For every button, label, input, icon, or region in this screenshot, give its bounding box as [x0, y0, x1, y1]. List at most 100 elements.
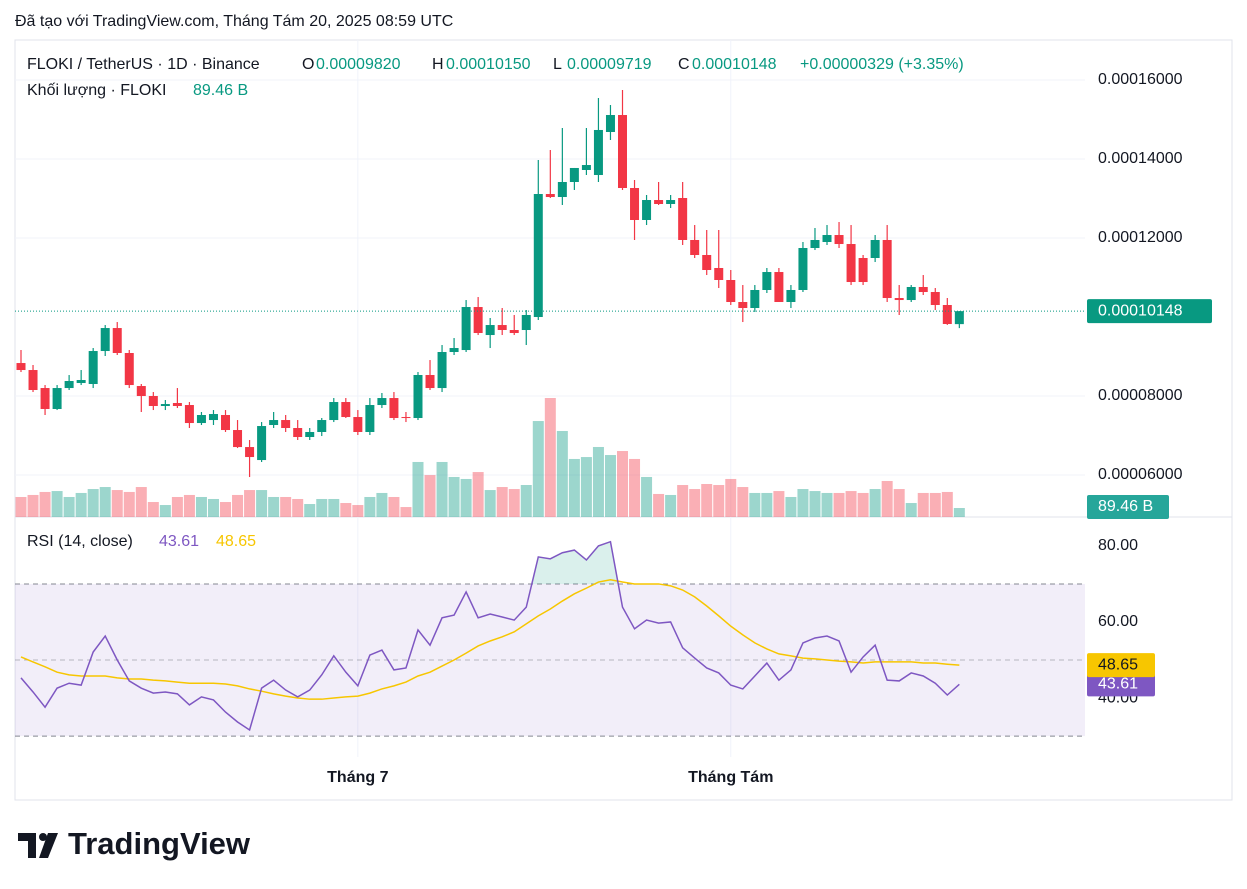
- candle-body: [245, 447, 255, 458]
- candle-body: [497, 325, 507, 331]
- volume-bar: [111, 490, 123, 517]
- volume-bar: [592, 446, 604, 517]
- candle-body: [377, 398, 387, 406]
- volume-bar: [568, 458, 580, 517]
- volume-bar: [352, 505, 364, 517]
- volume-bar: [893, 489, 905, 517]
- volume-bar: [917, 492, 929, 517]
- y-tick-label: 0.00008000: [1098, 387, 1183, 404]
- volume-bar: [436, 461, 448, 517]
- volume-bar: [15, 496, 27, 517]
- candle-body: [124, 352, 134, 386]
- candle-body: [317, 420, 327, 432]
- candle-body: [28, 370, 38, 391]
- volume-bar: [244, 490, 256, 517]
- candle-body: [16, 363, 26, 371]
- rsi-ma-value: 48.65: [216, 533, 256, 550]
- candle-body: [533, 194, 543, 318]
- candle-body: [918, 286, 928, 293]
- volume-bar: [472, 472, 484, 517]
- candle-body: [822, 235, 832, 243]
- candle-body: [521, 314, 531, 331]
- candle-body: [233, 430, 243, 448]
- candle-body: [858, 257, 868, 283]
- volume-bar: [268, 496, 280, 517]
- volume-bar: [761, 492, 773, 517]
- volume-bar: [857, 492, 869, 517]
- volume-bar: [881, 480, 893, 517]
- candle-body: [750, 289, 760, 309]
- legend-key: O: [302, 56, 314, 73]
- candle-body: [666, 200, 676, 205]
- candle-body: [100, 328, 110, 352]
- volume-bar: [484, 490, 496, 517]
- volume-bar: [737, 487, 749, 517]
- legend-key: H: [432, 56, 444, 73]
- candle-body: [930, 292, 940, 306]
- volume-bar: [821, 492, 833, 517]
- candle-body: [184, 405, 194, 424]
- volume-bar: [580, 457, 592, 517]
- candle-body: [774, 272, 784, 303]
- volume-bar: [953, 508, 965, 517]
- candle-body: [714, 267, 724, 281]
- volume-bar: [75, 492, 87, 517]
- volume-bar: [388, 496, 400, 517]
- volume-bar: [496, 487, 508, 517]
- volume-bar: [797, 489, 809, 517]
- candle-body: [329, 402, 339, 421]
- candle-body: [473, 307, 483, 334]
- volume-bar: [27, 494, 39, 517]
- candle-body: [136, 386, 146, 397]
- volume-bar: [147, 502, 159, 517]
- candle-body: [702, 254, 712, 271]
- volume-bar: [701, 484, 713, 517]
- volume-bar: [833, 492, 845, 517]
- volume-bar: [532, 421, 544, 517]
- volume-bar: [195, 496, 207, 517]
- candle-body: [353, 417, 363, 432]
- candle-body: [485, 325, 495, 336]
- last-label: 43.61: [1098, 676, 1138, 693]
- volume-bar: [424, 475, 436, 517]
- volume-bar: [412, 461, 424, 517]
- volume-bar: [544, 398, 556, 517]
- volume-bar: [171, 496, 183, 517]
- candle-body: [762, 272, 772, 290]
- volume-bar: [845, 491, 857, 517]
- rsi-line: [20, 540, 960, 732]
- candle-body: [305, 431, 315, 438]
- volume-bar: [328, 498, 340, 517]
- candle-body: [257, 426, 267, 461]
- legend-symbol: FLOKI / TetherUS · 1D · Binance: [27, 56, 260, 73]
- candle-body: [678, 197, 688, 240]
- volume-bar: [207, 498, 219, 517]
- volume-bar: [749, 492, 761, 517]
- candle-body: [786, 289, 796, 303]
- candle-body: [690, 239, 700, 255]
- legend-value: 0.00009719: [567, 56, 652, 73]
- volume-bar: [629, 458, 641, 517]
- candle-body: [112, 328, 122, 353]
- volume-bar: [183, 494, 195, 517]
- candle-body: [208, 414, 218, 421]
- header: Đã tạo với TradingView.com, Tháng Tám 20…: [15, 13, 453, 30]
- candle-body: [557, 182, 567, 198]
- volume-bar: [508, 489, 520, 517]
- volume-bar: [400, 507, 412, 517]
- volume-bar: [677, 485, 689, 517]
- last-label: 48.65: [1098, 656, 1138, 673]
- candle-body: [894, 298, 904, 301]
- candle-body: [172, 403, 182, 407]
- candle-body: [593, 129, 603, 176]
- legend-key: C: [678, 56, 690, 73]
- rsi-line: [20, 578, 960, 700]
- y-tick-label: 0.00012000: [1098, 229, 1183, 246]
- volume-bar: [304, 504, 316, 517]
- volume-bar: [641, 476, 653, 517]
- candle-body: [630, 188, 640, 221]
- price-label-bg: [1087, 299, 1212, 324]
- rsi-title: RSI (14, close): [27, 533, 133, 550]
- volume-bar: [232, 494, 244, 517]
- candle-body: [618, 115, 627, 189]
